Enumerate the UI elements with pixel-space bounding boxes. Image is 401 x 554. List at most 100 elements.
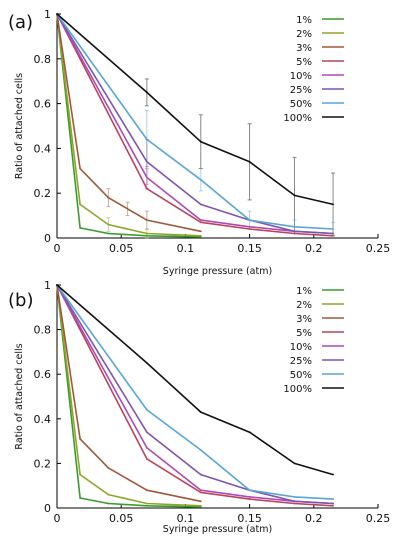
y-tick-label: 0.6: [34, 368, 52, 381]
data-point: [332, 498, 334, 500]
y-tick-label: 0.8: [34, 53, 52, 66]
data-point: [79, 473, 82, 476]
legend-label: 10%: [290, 71, 312, 82]
series-line: [56, 13, 334, 237]
data-point: [145, 232, 148, 235]
series-line: [56, 284, 334, 500]
data-point: [145, 458, 148, 460]
data-point: [293, 232, 296, 235]
x-tick-label: 0.25: [366, 242, 391, 255]
data-point: [145, 408, 148, 411]
chart-panel-b: 0 0.05 0.1 0.15 0.2 0.25 0 0.2 0.4 0.6 0.8 1 Syringe…: [8, 279, 390, 535]
legend-label: 3%: [296, 314, 312, 325]
series-line: [56, 13, 334, 235]
y-tick-label: 0.4: [34, 142, 52, 155]
series-100pct: [56, 284, 334, 476]
data-point: [79, 227, 82, 229]
x-axis-label: Syringe pressure (atm): [163, 266, 272, 277]
y-tick-label: 0.6: [34, 98, 52, 111]
legend-label: 2%: [296, 29, 312, 40]
data-point: [107, 196, 110, 199]
data-point: [145, 187, 148, 190]
data-point: [145, 160, 148, 163]
y-axis-label: Ratio of attached cells: [14, 73, 25, 179]
data-point: [145, 219, 148, 221]
series-line: [56, 13, 334, 206]
data-point: [248, 225, 251, 228]
data-point: [199, 489, 202, 492]
legend-label: 5%: [296, 328, 312, 339]
data-point: [199, 178, 202, 181]
data-point: [199, 230, 202, 233]
data-point: [248, 489, 251, 492]
legend: 1% 2% 3% 5% 10% 25% 50% 100%: [283, 15, 344, 124]
data-point: [145, 431, 148, 434]
x-tick-label: 0.2: [305, 242, 323, 255]
x-tick-label: 0.05: [109, 512, 134, 525]
data-point: [107, 502, 110, 505]
data-point: [145, 234, 148, 237]
y-tick-label: 0.8: [34, 324, 52, 337]
data-point: [145, 176, 148, 179]
y-tick-label: 0: [44, 232, 51, 245]
data-point: [248, 228, 251, 230]
data-point: [199, 219, 202, 221]
data-point: [332, 228, 334, 230]
x-tick-label: 0.05: [109, 242, 134, 255]
data-point: [199, 449, 202, 451]
data-point: [199, 473, 202, 476]
data-point: [293, 462, 296, 465]
legend-label: 100%: [283, 384, 312, 395]
data-point: [107, 466, 110, 469]
chart-panel-a: 0 0.05 0.1 0.15 0.2 0.25 0 0.2 0.4 0.6 0.8 1 Syringe…: [8, 8, 390, 277]
legend-label: 50%: [290, 99, 312, 110]
data-point: [56, 284, 58, 286]
data-point: [199, 221, 202, 224]
series-25pct: [56, 284, 334, 505]
data-point: [56, 13, 58, 15]
y-tick-label: 0.4: [34, 413, 52, 426]
data-point: [248, 495, 251, 498]
data-point: [145, 138, 148, 141]
data-point: [79, 437, 82, 440]
data-point: [248, 498, 251, 500]
series-line: [56, 13, 334, 230]
panel-label: (b): [8, 290, 33, 311]
legend-label: 2%: [296, 300, 312, 311]
x-tick-label: 0.1: [177, 242, 195, 255]
data-point: [293, 500, 296, 503]
data-point: [293, 194, 296, 197]
data-point: [332, 473, 334, 476]
legend-label: 25%: [290, 85, 312, 96]
series-5pct: [56, 284, 334, 507]
data-point: [293, 502, 296, 505]
legend-label: 10%: [290, 342, 312, 353]
x-tick-label: 0.15: [237, 512, 262, 525]
data-point: [199, 500, 202, 503]
data-point: [332, 232, 334, 235]
series-line: [56, 284, 334, 507]
data-point: [248, 431, 251, 434]
data-point: [107, 493, 110, 496]
legend-label: 1%: [296, 286, 312, 297]
data-point: [248, 160, 251, 163]
y-tick-label: 1: [44, 279, 51, 292]
data-point: [79, 497, 82, 499]
x-tick-label: 0.25: [366, 512, 391, 525]
series-3pct: [56, 284, 202, 503]
data-point: [332, 504, 334, 507]
data-point: [79, 203, 82, 206]
data-point: [293, 225, 296, 228]
data-point: [332, 203, 334, 206]
legend-label: 1%: [296, 15, 312, 26]
data-point: [107, 223, 110, 226]
legend-label: 3%: [296, 43, 312, 54]
data-point: [145, 91, 148, 94]
y-tick-label: 0.2: [34, 457, 52, 470]
y-tick-label: 0.2: [34, 187, 52, 200]
series-100pct: [56, 13, 334, 206]
x-tick-label: 0.2: [305, 512, 323, 525]
x-tick-label: 0: [54, 512, 61, 525]
legend-label: 25%: [290, 356, 312, 367]
